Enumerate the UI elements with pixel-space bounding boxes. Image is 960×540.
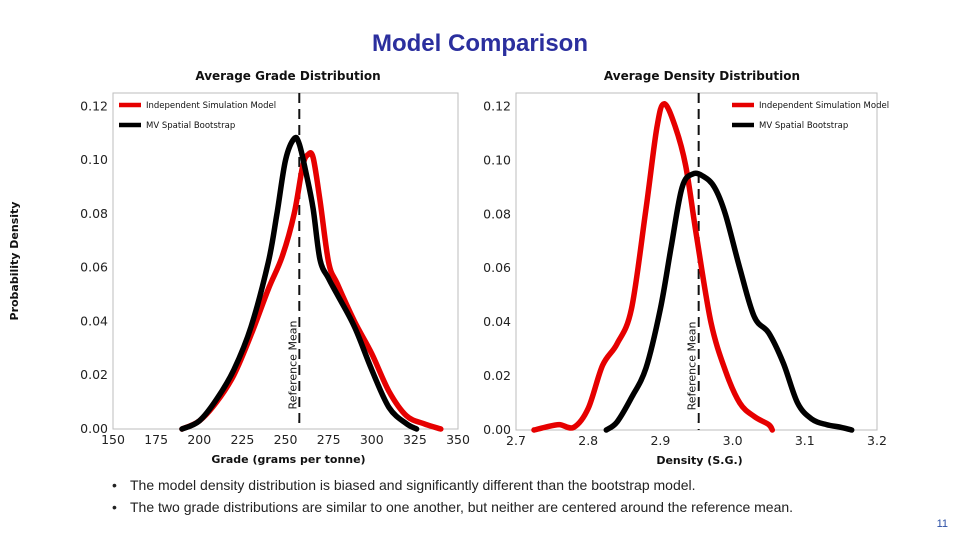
bullet-dot: • [112, 499, 117, 515]
x-tick-label: 250 [274, 432, 298, 447]
y-tick-label: 0.12 [80, 98, 108, 113]
y-tick-label: 0.12 [483, 98, 511, 113]
legend-label: MV Spatial Bootstrap [759, 121, 848, 131]
x-tick-label: 2.7 [506, 433, 526, 448]
y-tick-label: 0.06 [483, 260, 511, 275]
x-tick-label: 200 [187, 432, 211, 447]
y-tick-label: 0.08 [80, 206, 108, 221]
x-tick-label: 325 [403, 432, 427, 447]
plot-frame [112, 92, 459, 430]
bullet-item: • The two grade distributions are simila… [112, 496, 932, 518]
x-tick-label: 3.1 [795, 433, 815, 448]
bullet-item: • The model density distribution is bias… [112, 474, 932, 496]
x-tick-label: 150 [101, 432, 125, 447]
x-tick-label: 2.8 [578, 433, 598, 448]
legend-label: MV Spatial Bootstrap [146, 121, 235, 131]
bullet-dot: • [112, 477, 117, 493]
bullet-list: • The model density distribution is bias… [112, 474, 932, 518]
y-tick-label: 0.00 [80, 421, 108, 436]
reference-mean-label: Reference Mean [686, 322, 699, 411]
x-tick-label: 3.0 [723, 433, 743, 448]
x-tick-label: 225 [230, 432, 254, 447]
x-axis-label: Density (S.G.) [656, 454, 742, 467]
legend-label: Independent Simulation Model [146, 101, 276, 111]
y-tick-label: 0.04 [483, 314, 511, 329]
x-tick-label: 175 [144, 432, 168, 447]
y-axis-label: Probability Density [8, 202, 21, 321]
reference-mean-label: Reference Mean [286, 321, 299, 410]
y-tick-label: 0.04 [80, 313, 108, 328]
chart-title: Average Density Distribution [604, 69, 800, 83]
x-tick-label: 275 [317, 432, 341, 447]
grade-distribution-chart: Average Grade Distribution 0.00 0.02 0.04 0.… [8, 69, 470, 466]
x-axis-label: Grade (grams per tonne) [211, 453, 365, 466]
y-tick-label: 0.06 [80, 260, 108, 275]
plot-frame [515, 92, 878, 431]
x-tick-label: 3.2 [867, 433, 887, 448]
y-tick-label: 0.02 [483, 368, 511, 383]
x-tick-label: 2.9 [650, 433, 670, 448]
reference-mean-label-bg [286, 310, 299, 420]
bootstrap-series-line [179, 134, 420, 432]
bullet-text: The model density distribution is biased… [130, 477, 696, 493]
legend-label: Independent Simulation Model [759, 101, 889, 111]
bullet-text: The two grade distributions are similar … [130, 499, 794, 515]
chart-title: Average Grade Distribution [195, 69, 380, 83]
x-tick-label: 350 [446, 432, 470, 447]
density-distribution-chart: Average Density Distribution 0.00 0.02 0.04… [483, 69, 889, 467]
independent-series-line [531, 101, 776, 433]
y-tick-label: 0.10 [483, 152, 511, 167]
y-tick-label: 0.02 [80, 367, 108, 382]
page-number: 11 [936, 518, 948, 530]
slide-title: Model Comparison [371, 30, 588, 57]
y-tick-label: 0.08 [483, 206, 511, 221]
reference-mean-label-bg [685, 311, 698, 421]
x-tick-label: 300 [360, 432, 384, 447]
y-tick-label: 0.00 [483, 422, 511, 437]
bootstrap-series-line [603, 170, 855, 433]
y-tick-label: 0.10 [80, 152, 108, 167]
